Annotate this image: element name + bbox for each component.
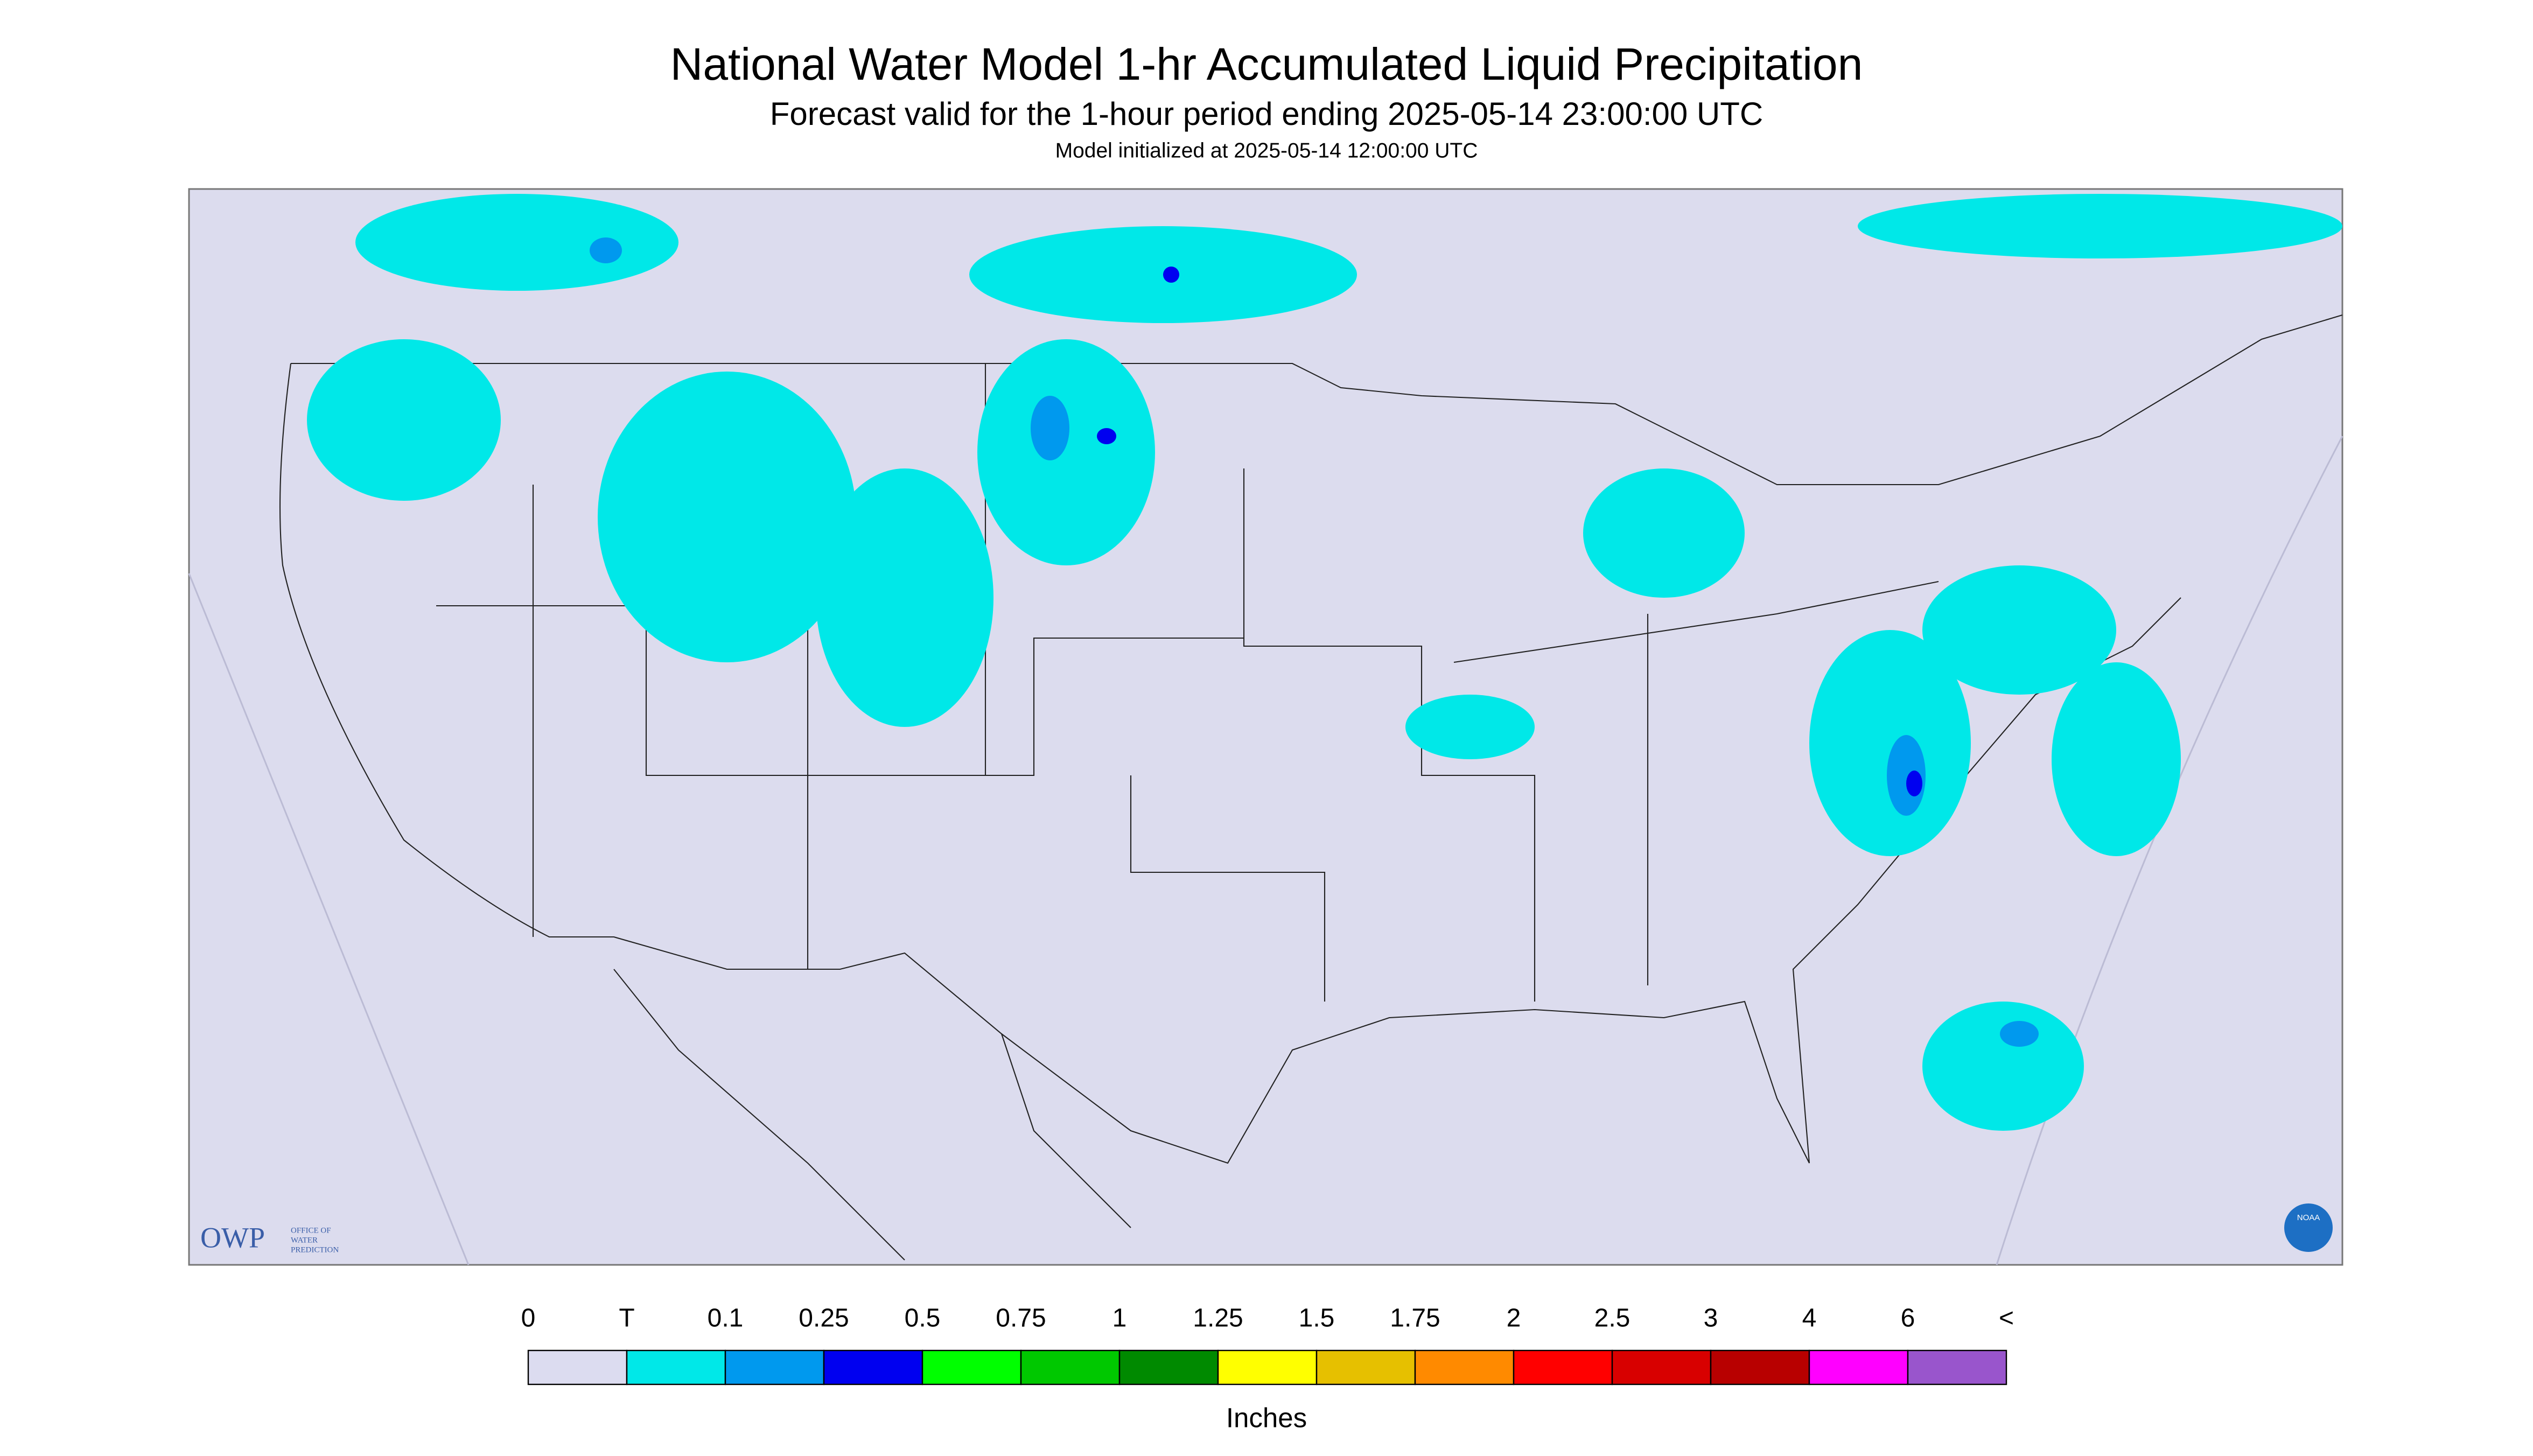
legend-swatch — [1611, 1349, 1712, 1385]
logo-text: OFFICE OF — [291, 1226, 331, 1235]
legend-label: 2.5 — [1594, 1304, 1631, 1333]
domain-edge — [1996, 436, 2343, 1265]
legend-swatch — [1710, 1349, 1810, 1385]
legend-label: 6 — [1901, 1304, 1915, 1333]
legend-label: 2 — [1507, 1304, 1521, 1333]
legend-label: 1.75 — [1390, 1304, 1440, 1333]
domain-edge — [188, 573, 470, 1265]
legend-swatch — [626, 1349, 726, 1385]
legend: 0 T 0.1 0.25 0.5 0.75 1 1.25 1.5 1.75 2 2.5 3 4 6 < — [521, 1304, 2014, 1385]
legend-label: 1 — [1112, 1304, 1127, 1333]
legend-swatch — [1513, 1349, 1613, 1385]
init-time: Model initialized at 2025-05-14 12:00:00… — [1055, 139, 1478, 162]
precip-trace — [307, 194, 2342, 1131]
legend-label: 1.25 — [1193, 1304, 1243, 1333]
map: OWP OFFICE OF WATER PREDICTION NOAA — [188, 188, 2343, 1266]
legend-label: 0.75 — [996, 1304, 1046, 1333]
legend-label: 1.5 — [1299, 1304, 1335, 1333]
legend-swatch — [1907, 1349, 2007, 1385]
legend-swatch — [1217, 1349, 1318, 1385]
legend-label: 0.5 — [905, 1304, 941, 1333]
legend-swatch — [527, 1349, 628, 1385]
legend-label: T — [619, 1304, 634, 1333]
legend-swatch — [1118, 1349, 1219, 1385]
legend-label: 0.25 — [799, 1304, 849, 1333]
legend-swatch — [1316, 1349, 1416, 1385]
legend-label: 4 — [1802, 1304, 1817, 1333]
noaa-badge — [2284, 1203, 2333, 1252]
legend-swatch — [1414, 1349, 1515, 1385]
legend-swatch — [1020, 1349, 1121, 1385]
logo-name: OWP — [200, 1221, 265, 1254]
logo-text: PREDICTION — [291, 1245, 339, 1254]
legend-swatch — [823, 1349, 923, 1385]
noaa-label: NOAA — [2297, 1213, 2320, 1222]
subtitle: Forecast valid for the 1-hour period end… — [770, 96, 1763, 132]
precip-moderate — [1097, 267, 1922, 797]
legend-label: < — [1999, 1304, 2014, 1333]
legend-unit: Inches — [1226, 1402, 1307, 1433]
legend-swatch — [724, 1349, 825, 1385]
legend-swatch — [921, 1349, 1022, 1385]
legend-label: 0.1 — [708, 1304, 744, 1333]
title: National Water Model 1-hr Accumulated Li… — [670, 39, 1863, 89]
legend-swatch — [1808, 1349, 1909, 1385]
legend-label: 0 — [521, 1304, 536, 1333]
legend-label: 3 — [1704, 1304, 1718, 1333]
logo-text: WATER — [291, 1236, 318, 1244]
boundaries — [279, 314, 2343, 1261]
